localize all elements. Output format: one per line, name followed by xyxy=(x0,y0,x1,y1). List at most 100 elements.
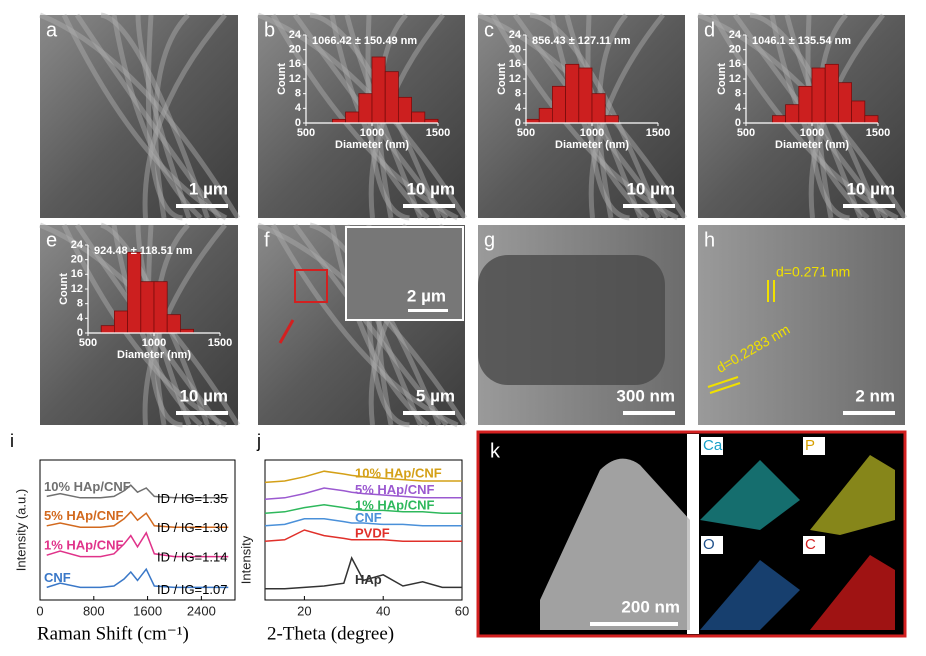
x-tick-label: 1000 xyxy=(142,337,166,349)
fiber xyxy=(153,13,190,219)
x-axis-label: Diameter (nm) xyxy=(775,139,849,151)
panel-label: g xyxy=(484,229,495,251)
y-tick-label: 4 xyxy=(77,312,84,324)
fiber xyxy=(145,224,183,428)
scale-bar xyxy=(623,411,675,415)
histogram-bar xyxy=(371,56,386,124)
histogram-bar xyxy=(578,67,593,124)
series-label: 10% HAp/CNF xyxy=(355,465,442,480)
y-tick-label: 20 xyxy=(289,44,301,56)
fiber xyxy=(111,14,203,220)
spectrum-line xyxy=(46,484,229,499)
histogram-bar xyxy=(838,82,853,124)
fiber xyxy=(257,12,468,220)
histogram-bar xyxy=(411,111,426,124)
x-tick-label: 1000 xyxy=(580,127,604,139)
zoom-box xyxy=(294,269,328,303)
y-tick-label: 12 xyxy=(289,73,301,85)
histogram-bar xyxy=(785,104,800,124)
scale-bar-label: 1 µm xyxy=(189,179,228,198)
series-label: PVDF xyxy=(355,526,390,541)
histogram-bar xyxy=(552,85,567,124)
fiber xyxy=(270,13,459,221)
fiber xyxy=(805,14,850,221)
fiber xyxy=(309,12,442,219)
histogram-bar xyxy=(604,115,619,124)
map-ca xyxy=(700,460,800,530)
histogram-bar xyxy=(397,96,412,124)
scale-bar-label: 10 µm xyxy=(626,179,675,198)
panel-label: h xyxy=(704,229,715,251)
ratio-annotation: ID / IG=1.07 xyxy=(157,582,227,597)
panel-label: e xyxy=(46,229,57,251)
series-label: 5% HAp/CNF xyxy=(44,508,124,523)
y-tick-label: 0 xyxy=(77,327,83,339)
histogram-bar xyxy=(824,63,839,124)
scale-bar xyxy=(176,411,228,415)
x-tick-label: 1000 xyxy=(800,127,824,139)
y-tick-label: 24 xyxy=(289,29,302,41)
micrograph xyxy=(698,225,905,425)
y-tick-label: 4 xyxy=(515,102,522,114)
histogram-bar xyxy=(565,63,580,124)
spectrum-line xyxy=(46,510,229,528)
y-tick-label: 0 xyxy=(735,117,741,129)
x-tick-label: 500 xyxy=(79,337,97,349)
x-axis-label: Raman Shift (cm⁻¹) xyxy=(37,623,189,644)
y-axis-label: Count xyxy=(58,273,70,305)
fiber xyxy=(490,13,679,221)
fiber xyxy=(329,224,430,427)
panel-label: c xyxy=(484,19,494,41)
y-tick-label: 24 xyxy=(71,239,84,251)
fiber xyxy=(39,12,241,220)
y-axis-label: Count xyxy=(496,63,508,95)
scale-bar-label: 10 µm xyxy=(846,179,895,198)
panel-label: b xyxy=(264,19,275,41)
y-tick-label: 16 xyxy=(71,268,83,280)
x-axis-label: Diameter (nm) xyxy=(555,139,629,151)
map-p xyxy=(810,455,895,535)
fiber xyxy=(100,222,210,426)
x-tick-label: 500 xyxy=(297,127,315,139)
y-tick-label: 16 xyxy=(729,58,741,70)
plot-frame xyxy=(264,459,463,601)
y-tick-label: 0 xyxy=(515,117,521,129)
element-tag xyxy=(803,536,825,554)
element-tag xyxy=(701,536,723,554)
fiber xyxy=(74,13,222,220)
fiber xyxy=(549,14,650,220)
histogram-bar xyxy=(772,115,787,124)
element-label: Ca xyxy=(703,437,723,454)
histogram-stat: 856.43 ± 127.11 nm xyxy=(532,35,631,47)
y-tick-label: 12 xyxy=(509,73,521,85)
x-tick-label: 2400 xyxy=(187,603,216,618)
y-tick-label: 8 xyxy=(77,298,83,310)
y-tick-label: 20 xyxy=(509,44,521,56)
x-tick-label: 1500 xyxy=(866,127,890,139)
zoom-inset xyxy=(345,226,464,321)
x-tick-label: 1500 xyxy=(426,127,450,139)
fiber xyxy=(135,14,192,219)
spectrum-line xyxy=(264,487,462,500)
y-tick-label: 20 xyxy=(71,254,83,266)
scale-bar-label: 300 nm xyxy=(616,386,675,405)
element-tag xyxy=(701,437,723,455)
panel-label: d xyxy=(704,19,715,41)
scale-bar xyxy=(843,411,895,415)
fiber xyxy=(142,13,227,219)
lattice-marker xyxy=(707,280,775,394)
scale-bar-label: 10 µm xyxy=(406,179,455,198)
nanotube xyxy=(478,255,665,385)
x-tick-label: 60 xyxy=(455,603,469,618)
fiber xyxy=(710,13,899,221)
x-axis-label: Diameter (nm) xyxy=(117,349,191,361)
series-label: HAp xyxy=(355,572,382,587)
scale-bar-label: 5 µm xyxy=(416,386,455,405)
y-tick-label: 4 xyxy=(295,102,302,114)
spectrum-line xyxy=(264,529,462,542)
y-tick-label: 0 xyxy=(295,117,301,129)
x-tick-label: 1600 xyxy=(133,603,162,618)
element-tag xyxy=(803,437,825,455)
fiber xyxy=(100,12,210,219)
